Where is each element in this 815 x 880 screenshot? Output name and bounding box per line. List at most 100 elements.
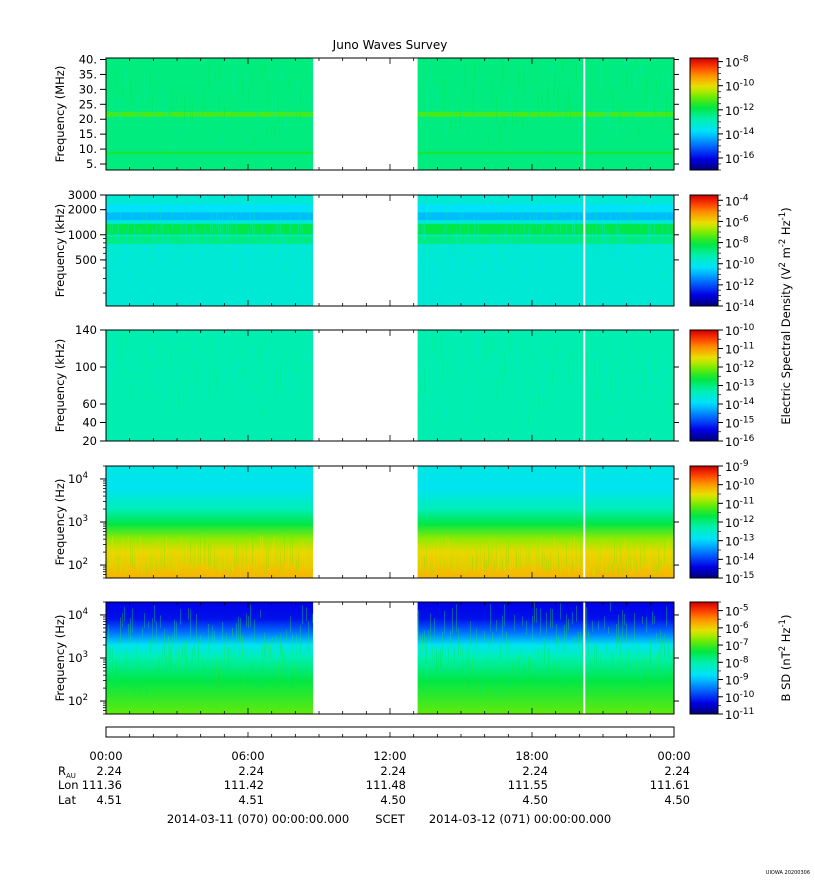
colorbar-hfwbr-khz bbox=[689, 194, 719, 307]
ephemeris-value: 4.50 bbox=[380, 793, 406, 807]
ephemeris-value: 4.50 bbox=[522, 793, 548, 807]
colorbar-tick-label: 10-10 bbox=[725, 257, 755, 272]
date-start: 2014-03-11 (070) 00:00:00.000 bbox=[167, 812, 349, 826]
colorbar-tick-label: 10-14 bbox=[725, 127, 755, 142]
colorbar-tick-label: 10-9 bbox=[725, 673, 749, 688]
x-tick-label: 12:00 bbox=[373, 749, 406, 763]
colorbar-tick-exp: -10 bbox=[740, 323, 755, 333]
colorbar-tick-exp: -11 bbox=[740, 707, 755, 717]
colorbar-tick-exp: -14 bbox=[740, 127, 755, 137]
y-tick-label: 25. bbox=[79, 97, 97, 111]
panels: 40.35.30.25.20.15.10.5. Frequency (MHz) 10… bbox=[53, 52, 755, 722]
colorbar-tick-exp: -12 bbox=[740, 278, 755, 288]
colorbar-tick-exp: -8 bbox=[740, 655, 749, 665]
colorbar-tick-label: 10-13 bbox=[725, 534, 754, 549]
scet-label: SCET bbox=[375, 812, 406, 826]
x-tick-label: 00:00 bbox=[89, 749, 122, 763]
x-tick-label: 00:00 bbox=[657, 749, 690, 763]
colorbar-tick-label: 10-14 bbox=[725, 299, 755, 314]
colorbar-tick-label: 10-5 bbox=[725, 604, 749, 619]
y-tick-label: 40. bbox=[79, 52, 97, 66]
ephemeris-value: 2.24 bbox=[664, 764, 690, 778]
colorbar-tick-label: 10-13 bbox=[725, 379, 754, 394]
colorbar-b-hz bbox=[689, 601, 719, 715]
chart-title: Juno Waves Survey bbox=[332, 38, 448, 52]
y-tick-label: 60 bbox=[82, 397, 97, 411]
colorbar-tick-exp: -14 bbox=[740, 552, 755, 562]
colorbar-tick-label: 10-7 bbox=[725, 638, 749, 653]
footer-stamp: UIOWA 20200306 bbox=[766, 870, 810, 876]
date-end: 2014-03-12 (071) 00:00:00.000 bbox=[429, 812, 611, 826]
y-tick-label: 104 bbox=[68, 607, 88, 622]
y-tick-label: 103 bbox=[68, 650, 88, 665]
data-gap-hf-mhz-1 bbox=[583, 57, 586, 171]
colorbar-hf-mhz bbox=[689, 57, 719, 171]
y-tick-label: 102 bbox=[68, 693, 88, 708]
colorbar-tick-exp: -12 bbox=[740, 103, 755, 113]
data-gap-hf-mhz-0 bbox=[313, 57, 418, 171]
y-tick-label: 104 bbox=[68, 471, 88, 486]
y-tick-label: 20. bbox=[79, 112, 97, 126]
colorbar-tick-exp: -16 bbox=[740, 434, 755, 444]
data-gap-lfr-khz-0 bbox=[313, 329, 418, 442]
y-tick-label: 15. bbox=[79, 127, 97, 141]
y-tick-label: 103 bbox=[68, 514, 88, 529]
y-tick-label: 3000 bbox=[68, 188, 97, 202]
colorbar-tick-label: 10-6 bbox=[725, 214, 749, 229]
colorbar-tick-exp: -15 bbox=[740, 571, 755, 581]
colorbar-tick-label: 10-12 bbox=[725, 515, 754, 530]
colorbar-tick-label: 10-10 bbox=[725, 79, 755, 94]
y-tick-label: 5. bbox=[86, 157, 97, 171]
ephemeris-row-label: Lon bbox=[58, 778, 79, 792]
ephemeris-value: 4.51 bbox=[96, 793, 122, 807]
colorbar-tick-exp: -8 bbox=[740, 236, 749, 246]
panel-lfr-khz: 140 100 60 40 20 Frequency (kHz) 10-10 10-11 10-… bbox=[53, 323, 755, 449]
data-gap-hfwbr-khz-0 bbox=[313, 194, 418, 307]
colorbar-tick-label: 10-11 bbox=[725, 707, 754, 722]
y-tick-label: 20 bbox=[82, 434, 97, 448]
colorbar-tick-label: 10-12 bbox=[725, 103, 754, 118]
electric-spectral-density-text: Electric Spectral Density (V2 m-2 Hz-1) bbox=[778, 207, 793, 424]
colorbar-lfr-hz bbox=[689, 465, 719, 579]
colorbar-tick-exp: -5 bbox=[740, 604, 749, 614]
y-axis-label: Frequency (Hz) bbox=[53, 479, 67, 566]
ephemeris-value: 4.51 bbox=[238, 793, 264, 807]
ephemeris-value: 111.42 bbox=[224, 778, 264, 792]
colorbar-tick-label: 10-10 bbox=[725, 323, 755, 338]
y-axis-label: Frequency (MHz) bbox=[53, 66, 67, 163]
y-tick-label: 100 bbox=[75, 360, 97, 374]
y-axis-label: Frequency (kHz) bbox=[53, 339, 67, 432]
colorbar-tick-label: 10-15 bbox=[725, 416, 754, 431]
colorbar-tick-label: 10-10 bbox=[725, 478, 755, 493]
y-tick-label: 35. bbox=[79, 67, 97, 81]
colorbar-tick-exp: -14 bbox=[740, 397, 755, 407]
y-tick-label: 1000 bbox=[68, 228, 97, 242]
colorbar-tick-label: 10-4 bbox=[725, 193, 749, 208]
x-tick-label: 06:00 bbox=[231, 749, 264, 763]
data-gap-lfr-hz-0 bbox=[313, 465, 418, 579]
colorbar-tick-exp: -14 bbox=[740, 299, 755, 309]
y-tick-label: 500 bbox=[75, 253, 97, 267]
colorbar-tick-label: 10-9 bbox=[725, 459, 749, 474]
data-gap-b-hz-0 bbox=[313, 601, 418, 715]
colorbar-tick-exp: -15 bbox=[740, 416, 755, 426]
bsd-text: B SD (nT2 Hz-1) bbox=[778, 615, 793, 702]
colorbar-tick-exp: -9 bbox=[740, 673, 749, 683]
y-tick-label: 140 bbox=[75, 323, 97, 337]
ephemeris-value: 2.24 bbox=[522, 764, 548, 778]
data-gap-b-hz-1 bbox=[583, 601, 586, 715]
colorbar-tick-exp: -13 bbox=[740, 379, 755, 389]
colorbar-tick-exp: -10 bbox=[740, 690, 755, 700]
colorbar-tick-label: 10-14 bbox=[725, 552, 755, 567]
ephemeris-value: 111.36 bbox=[82, 778, 122, 792]
colorbar-tick-exp: -11 bbox=[740, 342, 755, 352]
colorbar-tick-label: 10-10 bbox=[725, 690, 755, 705]
y-tick-label: 102 bbox=[68, 557, 88, 572]
colorbar-tick-label: 10-11 bbox=[725, 496, 754, 511]
colorbar-tick-label: 10-16 bbox=[725, 151, 755, 166]
colorbar-tick-exp: -6 bbox=[740, 621, 749, 631]
